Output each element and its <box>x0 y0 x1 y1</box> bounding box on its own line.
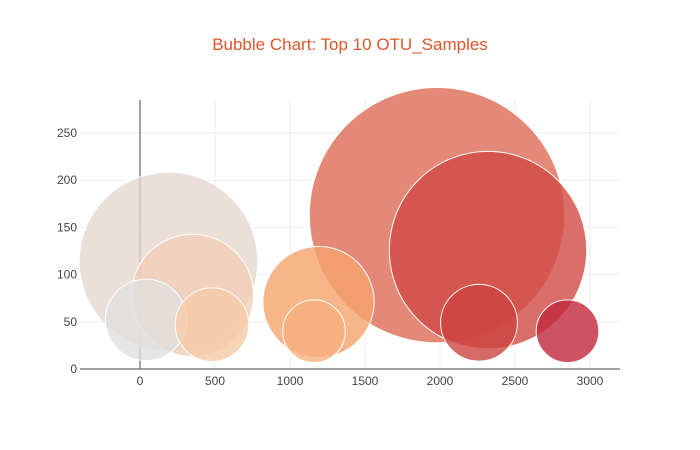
y-tick-label: 50 <box>64 315 78 329</box>
bubble-point[interactable] <box>440 283 518 362</box>
x-tick-label: 2000 <box>427 374 454 388</box>
y-tick-label: 250 <box>57 126 77 140</box>
y-tick-label: 200 <box>57 173 77 187</box>
y-tick-label: 0 <box>70 362 77 376</box>
y-tick-label: 100 <box>57 268 77 282</box>
x-tick-label: 500 <box>205 374 225 388</box>
y-tick-label: 150 <box>57 220 77 234</box>
tick-label-layer: 0 500 1000 1500 2000 2500 3000 0 50 100 150 200 250 <box>57 126 604 388</box>
bubble-layer <box>78 86 600 364</box>
bubble-point[interactable] <box>174 287 250 362</box>
bubble-point[interactable] <box>535 299 600 364</box>
x-tick-label: 1500 <box>352 374 379 388</box>
x-tick-label: 0 <box>137 374 144 388</box>
chart-title: Bubble Chart: Top 10 OTU_Samples <box>212 35 488 54</box>
bubble-point[interactable] <box>104 278 188 362</box>
x-tick-label: 3000 <box>577 374 604 388</box>
x-tick-label: 2500 <box>502 374 529 388</box>
bubble-point[interactable] <box>282 299 346 364</box>
x-tick-label: 1000 <box>277 374 304 388</box>
